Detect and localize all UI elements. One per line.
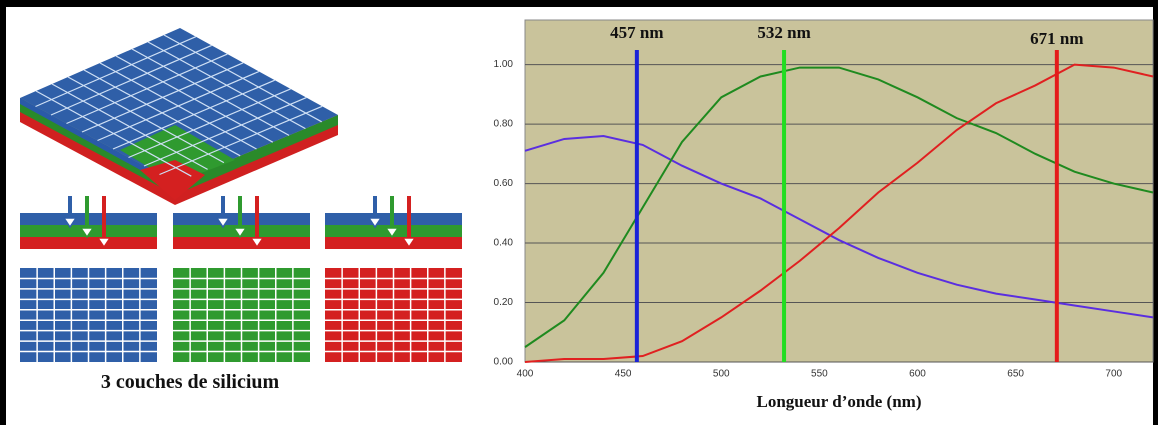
x-tick-label: 450 — [615, 369, 632, 380]
y-tick-label: 0.40 — [494, 238, 514, 249]
plot-area — [524, 19, 1154, 363]
arrow-head — [79, 227, 95, 239]
grid-seam — [112, 79, 276, 150]
cutaway-red — [140, 160, 205, 200]
x-tick-label: 700 — [1105, 369, 1122, 380]
arrow-head — [249, 237, 265, 249]
frame-left — [0, 0, 6, 425]
x-tick-label: 550 — [811, 369, 828, 380]
y-tick-label: 0.20 — [494, 297, 514, 308]
grid-seam — [147, 41, 306, 130]
x-tick-label: 600 — [909, 369, 926, 380]
side-right-green — [175, 115, 338, 195]
layer — [173, 237, 310, 249]
x-axis-label: Longueur d’onde (nm) — [757, 392, 922, 411]
grid-seam — [163, 34, 322, 123]
grid-seam — [143, 97, 307, 167]
marker-label: 532 nm — [757, 23, 810, 42]
marker-label: 671 nm — [1030, 29, 1083, 48]
arrow-head — [384, 227, 400, 239]
series-line — [524, 66, 1154, 348]
layer — [20, 237, 157, 249]
frame-right — [1153, 0, 1158, 425]
grid-seam — [131, 48, 290, 136]
arrow-head — [367, 217, 383, 229]
y-tick-label: 0.80 — [494, 119, 514, 130]
sensor-illustration: 3 couches de silicium — [20, 28, 462, 393]
y-tick-label: 0.00 — [494, 357, 514, 368]
grid-seam — [128, 88, 291, 159]
x-tick-label: 500 — [713, 369, 730, 380]
y-tick-label: 1.00 — [494, 59, 514, 70]
side-left-blue — [20, 98, 175, 189]
arrow-head — [96, 237, 112, 249]
arrow-head — [62, 217, 78, 229]
marker-label: 457 nm — [610, 23, 663, 42]
grid-seam — [97, 70, 260, 142]
arrow-head — [215, 217, 231, 229]
layer — [325, 237, 462, 249]
grid-seam — [159, 105, 323, 176]
arrow-head — [401, 237, 417, 249]
caption: 3 couches de silicium — [101, 371, 280, 393]
frame-top — [0, 0, 1158, 7]
series-line — [524, 63, 1154, 363]
series-line — [524, 134, 1154, 319]
y-tick-label: 0.60 — [494, 178, 514, 189]
x-tick-label: 650 — [1007, 369, 1024, 380]
grid-seam — [115, 55, 274, 143]
x-tick-label: 400 — [517, 369, 534, 380]
arrow-head — [232, 227, 248, 239]
